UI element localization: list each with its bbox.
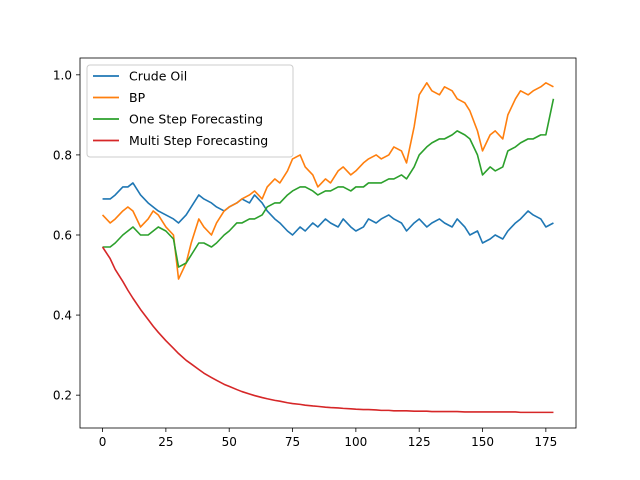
y-tick-label: 0.2 [53,389,72,403]
y-tick-label: 0.8 [53,148,72,162]
legend: Crude Oil BP One Step Forecasting Multi Ste… [86,64,294,158]
plot-area [101,82,555,414]
legend-entry-label: One Step Forecasting [129,112,263,127]
y-axis: 0.2 0.4 0.6 0.8 1.0 [53,68,80,403]
x-tick-label: 75 [285,435,300,449]
y-tick-label: 0.6 [53,228,72,242]
x-tick-label: 0 [99,435,107,449]
series-line-bp [101,82,554,280]
series-line-crude-oil [102,182,554,244]
x-tick-label: 175 [534,435,557,449]
x-tick-label: 100 [344,435,367,449]
axes-frame [79,57,577,429]
y-tick-label: 1.0 [53,68,72,82]
x-tick-label: 50 [222,435,237,449]
y-tick-label: 0.4 [53,309,72,323]
legend-entry-label: Multi Step Forecasting [129,133,268,148]
legend-box [86,64,294,158]
series-line-multi-step-forecasting [101,246,554,414]
x-tick-label: 150 [471,435,494,449]
x-tick-label: 125 [408,435,431,449]
legend-entry-label: BP [129,90,146,105]
x-tick-label: 25 [158,435,173,449]
x-axis: 0 25 50 75 100 125 150 175 [99,428,557,449]
series-line-one-step-forecasting [102,98,555,268]
legend-entry-label: Crude Oil [129,69,187,84]
